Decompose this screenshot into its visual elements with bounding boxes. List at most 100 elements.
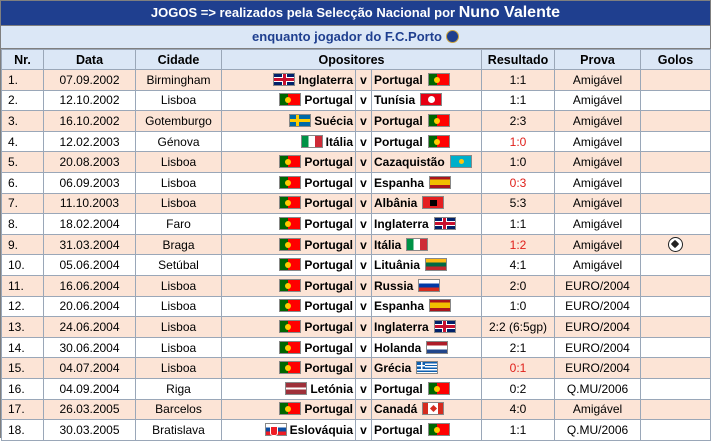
home-team-name: Portugal	[304, 216, 353, 231]
table-subtitle: enquanto jogador do F.C.Porto	[1, 26, 710, 49]
cell-home-team: Portugal	[221, 89, 356, 112]
flag-pt-icon	[279, 175, 302, 189]
cell-versus: v	[355, 110, 372, 132]
cell-home-team: Portugal	[221, 357, 356, 379]
home-team-name: Portugal	[304, 402, 353, 417]
away-team-name: Itália	[374, 237, 402, 252]
table-row: 7. 11.10.2003 Lisboa Portugal v Albânia 5:3 Ami…	[1, 192, 711, 215]
cell-versus: v	[355, 357, 372, 379]
flag-ca-icon	[422, 402, 445, 416]
cell-versus: v	[355, 377, 372, 400]
flag-es-icon	[429, 175, 452, 189]
flag-pt-icon	[279, 155, 302, 169]
away-team-name: Espanha	[374, 175, 425, 190]
cell-data: 30.06.2004	[43, 336, 136, 359]
home-team-name: Itália	[325, 134, 353, 149]
cell-resultado: 4:0	[481, 398, 556, 421]
cell-prova: Amigável	[554, 89, 642, 112]
cell-nr: 8.	[1, 213, 44, 235]
cell-versus: v	[355, 130, 372, 153]
cell-cidade: Birmingham	[135, 69, 222, 91]
cell-prova: EURO/2004	[554, 336, 642, 359]
cell-away-team: Lituânia	[370, 254, 483, 276]
cell-data: 30.03.2005	[43, 419, 136, 441]
cell-versus: v	[355, 171, 372, 194]
flag-es-icon	[429, 299, 452, 313]
cell-resultado: 5:3	[481, 192, 556, 215]
cell-prova: Amigável	[554, 171, 642, 194]
cell-golos	[640, 171, 711, 194]
cell-resultado: 4:1	[481, 254, 556, 276]
soccer-ball-icon	[668, 236, 684, 252]
table-row: 3. 16.10.2002 Gotemburgo Suécia v Portugal 2:3…	[1, 110, 711, 132]
flag-it-icon	[406, 237, 429, 251]
flag-pt-icon	[279, 93, 302, 107]
cell-versus: v	[355, 316, 372, 338]
flag-pt-icon	[279, 361, 302, 375]
cell-golos	[640, 357, 711, 379]
header-row: Nr. Data Cidade Opositores Resultado Pro…	[1, 49, 711, 70]
cell-data: 06.09.2003	[43, 171, 136, 194]
cell-golos	[640, 110, 711, 132]
cell-data: 20.08.2003	[43, 151, 136, 173]
cell-cidade: Lisboa	[135, 316, 222, 338]
cell-resultado: 0:2	[481, 377, 556, 400]
away-team-name: Grécia	[374, 361, 412, 376]
cell-cidade: Lisboa	[135, 192, 222, 215]
flag-it-icon	[300, 134, 323, 148]
flag-pt-icon	[279, 402, 302, 416]
flag-pt-icon	[279, 319, 302, 333]
cell-home-team: Portugal	[221, 316, 356, 338]
cell-cidade: Lisboa	[135, 89, 222, 112]
table-body: 1. 07.09.2002 Birmingham Inglaterra v Portuga…	[1, 69, 711, 441]
cell-data: 16.06.2004	[43, 274, 136, 297]
away-team-name: Canadá	[374, 402, 418, 417]
away-team-name: Portugal	[374, 422, 423, 437]
table-row: 2. 12.10.2002 Lisboa Portugal v Tunísia 1:1 Ami…	[1, 89, 711, 112]
cell-nr: 4.	[1, 130, 44, 153]
cell-golos	[640, 254, 711, 276]
flag-pt-icon	[279, 216, 302, 230]
cell-nr: 11.	[1, 274, 44, 297]
cell-prova: Amigável	[554, 233, 642, 256]
header-golos: Golos	[640, 49, 711, 70]
cell-data: 12.10.2002	[43, 89, 136, 112]
cell-nr: 14.	[1, 336, 44, 359]
cell-resultado: 1:0	[481, 295, 556, 318]
cell-versus: v	[355, 213, 372, 235]
cell-away-team: Portugal	[370, 69, 483, 91]
cell-nr: 6.	[1, 171, 44, 194]
home-team-name: Portugal	[304, 93, 353, 108]
home-team-name: Portugal	[304, 278, 353, 293]
cell-away-team: Portugal	[370, 110, 483, 132]
cell-resultado: 1:1	[481, 89, 556, 112]
flag-se-icon	[289, 113, 312, 127]
header-resultado: Resultado	[481, 49, 556, 70]
flag-ru-icon	[418, 278, 441, 292]
cell-golos	[640, 192, 711, 215]
flag-pt-icon	[279, 258, 302, 272]
flag-lv-icon	[285, 381, 308, 395]
cell-away-team: Russia	[370, 274, 483, 297]
away-team-name: Portugal	[374, 134, 423, 149]
away-team-name: Portugal	[374, 381, 423, 396]
cell-golos	[640, 213, 711, 235]
table-row: 5. 20.08.2003 Lisboa Portugal v Cazaquistão 1:…	[1, 151, 711, 173]
cell-cidade: Setúbal	[135, 254, 222, 276]
home-team-name: Portugal	[304, 340, 353, 355]
cell-prova: Amigável	[554, 69, 642, 91]
cell-prova: Amigável	[554, 151, 642, 173]
cell-cidade: Barcelos	[135, 398, 222, 421]
cell-nr: 12.	[1, 295, 44, 318]
cell-data: 11.10.2003	[43, 192, 136, 215]
cell-prova: Amigável	[554, 192, 642, 215]
cell-resultado: 1:1	[481, 419, 556, 441]
table-row: 4. 12.02.2003 Génova Itália v Portugal 1:0 Amig…	[1, 130, 711, 153]
cell-cidade: Lisboa	[135, 274, 222, 297]
flag-pt-icon	[279, 237, 302, 251]
header-prova: Prova	[554, 49, 642, 70]
cell-data: 26.03.2005	[43, 398, 136, 421]
table-row: 17. 26.03.2005 Barcelos Portugal v Canadá 4:0 A…	[1, 398, 711, 421]
flag-gr-icon	[416, 361, 439, 375]
table-row: 16. 04.09.2004 Riga Letónia v Portugal 0:2 Q.MU…	[1, 377, 711, 400]
